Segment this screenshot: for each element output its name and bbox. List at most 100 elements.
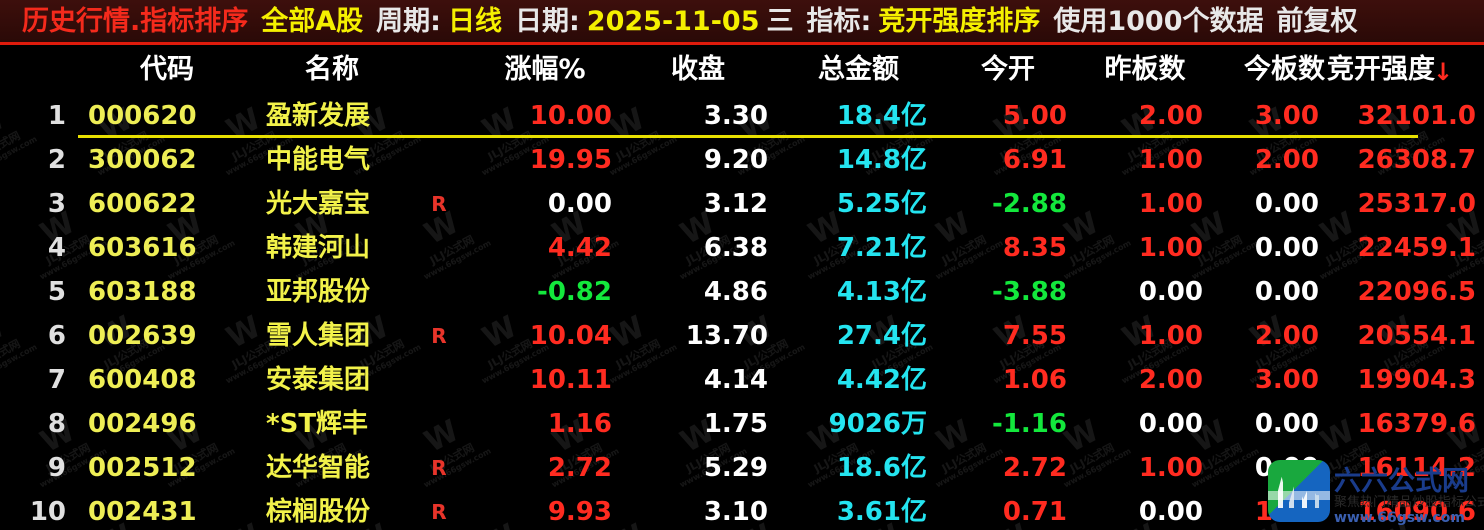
row-amount-value: 4.13 — [836, 277, 901, 307]
row-close-price: 4.86 — [703, 277, 768, 307]
row-cur-boards: 0.00 — [1254, 453, 1319, 483]
row-amount-value: 27.4 — [836, 321, 901, 351]
row-open-strength: 16114.2 — [1357, 453, 1476, 483]
row-close-price: 6.38 — [703, 233, 768, 263]
row-prev-boards: 2.00 — [1138, 365, 1203, 395]
row-total-amount: 18.4亿 — [776, 103, 941, 129]
row-amount-unit: 亿 — [900, 365, 927, 395]
row-close-price: 5.29 — [703, 453, 768, 483]
table-row[interactable]: 9 002512 达华智能 R 2.72 5.29 18.6亿 2.72 1.00 0.00 161… — [0, 446, 1484, 490]
table-row[interactable]: 8 002496 *ST辉丰 1.16 1.75 9026万 -1.16 0.00 0.00 16… — [0, 402, 1484, 446]
period-label: 周期: — [376, 5, 441, 37]
row-stock-name: 安泰集团 — [266, 365, 371, 395]
header-name[interactable]: 名称 — [305, 54, 359, 85]
table-row[interactable]: 2 300062 中能电气 19.95 9.20 14.8亿 6.91 1.00 2.00 263… — [0, 138, 1484, 182]
row-total-amount: 9026万 — [776, 411, 941, 437]
row-close-price: 13.70 — [685, 321, 768, 351]
row-change-pct: 10.04 — [529, 321, 612, 351]
row-amount-unit: 亿 — [900, 321, 927, 351]
row-stock-name: *ST辉丰 — [266, 409, 369, 439]
header-open[interactable]: 今开 — [981, 54, 1035, 85]
row-cur-boards: 0.00 — [1254, 189, 1319, 219]
table-row[interactable]: 1 000620 盈新发展 10.00 3.30 18.4亿 5.00 2.00 3.00 321… — [0, 94, 1484, 138]
row-total-amount: 7.21亿 — [776, 235, 941, 261]
header-change-pct[interactable]: 涨幅% — [504, 54, 586, 85]
row-stock-code: 002639 — [88, 321, 197, 351]
table-row[interactable]: 5 603188 亚邦股份 -0.82 4.86 4.13亿 -3.88 0.00 0.00 22… — [0, 270, 1484, 314]
indicator-value[interactable]: 竞开强度排序 — [878, 5, 1041, 37]
table-row[interactable]: 3 600622 光大嘉宝 R 0.00 3.12 5.25亿 -2.88 1.00 0.00 25… — [0, 182, 1484, 226]
row-open-strength: 16090.6 — [1357, 497, 1476, 527]
row-amount-value: 7.21 — [836, 233, 901, 263]
table-row[interactable]: 6 002639 雪人集团 R 10.04 13.70 27.4亿 7.55 1.00 2.00 2… — [0, 314, 1484, 358]
header-amount[interactable]: 总金额 — [818, 54, 899, 85]
row-index: 3 — [47, 189, 66, 219]
row-open-price: 1.06 — [1002, 365, 1067, 395]
row-amount-unit: 亿 — [900, 189, 927, 219]
row-stock-code: 600408 — [88, 365, 197, 395]
sort-desc-arrow-icon[interactable]: ↓ — [1433, 58, 1454, 86]
row-index: 2 — [47, 145, 66, 175]
row-open-price: 5.00 — [1002, 101, 1067, 131]
row-margin-flag: R — [431, 192, 447, 216]
row-index: 9 — [47, 453, 66, 483]
row-close-price: 3.10 — [703, 497, 768, 527]
row-change-pct: 4.42 — [547, 233, 612, 263]
row-amount-unit: 万 — [900, 409, 927, 439]
row-amount-unit: 亿 — [900, 497, 927, 527]
row-close-price: 3.30 — [703, 101, 768, 131]
row-stock-name: 棕榈股份 — [266, 497, 371, 527]
header-cur-boards[interactable]: 今板数 — [1244, 54, 1325, 85]
row-amount-value: 3.61 — [836, 497, 901, 527]
row-prev-boards: 0.00 — [1138, 497, 1203, 527]
period-value[interactable]: 日线 — [447, 5, 502, 37]
row-open-price: -2.88 — [992, 189, 1067, 219]
row-margin-flag: R — [431, 500, 447, 524]
row-stock-code: 002512 — [88, 453, 197, 483]
header-code[interactable]: 代码 — [140, 54, 194, 85]
data-count-label: 使用1000个数据 — [1053, 5, 1264, 37]
header-strength[interactable]: 竞开强度↓ — [1325, 56, 1484, 86]
row-index: 5 — [47, 277, 66, 307]
row-cur-boards: 2.00 — [1254, 321, 1319, 351]
row-amount-unit: 亿 — [900, 145, 927, 175]
row-stock-code: 002496 — [88, 409, 197, 439]
row-stock-name: 盈新发展 — [266, 101, 371, 131]
row-total-amount: 27.4亿 — [776, 323, 941, 349]
date-value[interactable]: 2025-11-05 — [586, 5, 760, 37]
row-change-pct: 10.11 — [529, 365, 612, 395]
row-close-price: 4.14 — [703, 365, 768, 395]
row-index: 4 — [47, 233, 66, 263]
adjust-mode-label[interactable]: 前复权 — [1276, 5, 1358, 37]
table-row[interactable]: 10 002431 棕榈股份 R 9.93 3.10 3.61亿 0.71 0.00 1.00 16… — [0, 490, 1484, 530]
row-stock-name: 中能电气 — [266, 145, 371, 175]
row-amount-value: 14.8 — [836, 145, 901, 175]
header-close[interactable]: 收盘 — [671, 54, 725, 85]
row-open-price: 8.35 — [1002, 233, 1067, 263]
row-open-price: 6.91 — [1002, 145, 1067, 175]
row-stock-code: 603188 — [88, 277, 197, 307]
row-change-pct: 0.00 — [547, 189, 612, 219]
row-change-pct: 2.72 — [547, 453, 612, 483]
row-index: 10 — [29, 497, 66, 527]
row-index: 7 — [47, 365, 66, 395]
row-open-strength: 22096.5 — [1357, 277, 1476, 307]
row-stock-code: 600622 — [88, 189, 197, 219]
row-stock-name: 达华智能 — [266, 453, 371, 483]
row-total-amount: 3.61亿 — [776, 499, 941, 525]
row-margin-flag: R — [431, 324, 447, 348]
row-cur-boards: 0.00 — [1254, 233, 1319, 263]
row-open-strength: 19904.3 — [1357, 365, 1476, 395]
row-open-strength: 22459.1 — [1357, 233, 1476, 263]
row-amount-value: 9026 — [828, 409, 901, 439]
row-stock-code: 002431 — [88, 497, 197, 527]
row-stock-name: 亚邦股份 — [266, 277, 371, 307]
market-scope[interactable]: 全部A股 — [261, 5, 364, 37]
row-prev-boards: 0.00 — [1138, 409, 1203, 439]
row-total-amount: 4.42亿 — [776, 367, 941, 393]
table-row[interactable]: 7 600408 安泰集团 10.11 4.14 4.42亿 1.06 2.00 3.00 199… — [0, 358, 1484, 402]
header-prev-boards[interactable]: 昨板数 — [1104, 54, 1186, 85]
table-row[interactable]: 4 603616 韩建河山 4.42 6.38 7.21亿 8.35 1.00 0.00 2245… — [0, 226, 1484, 270]
row-open-strength: 20554.1 — [1357, 321, 1476, 351]
row-open-strength: 25317.0 — [1357, 189, 1476, 219]
